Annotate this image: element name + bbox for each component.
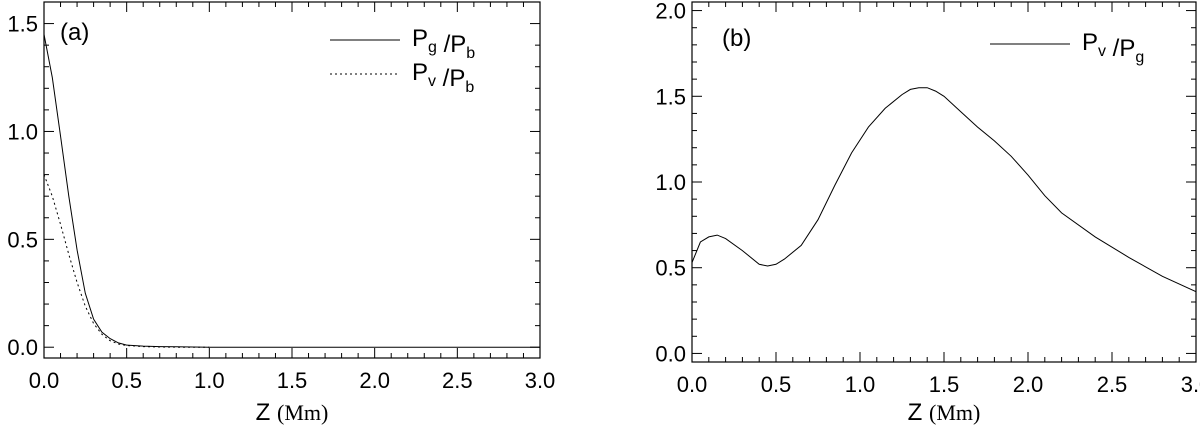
- x-tick-label: 1.5: [277, 368, 308, 393]
- x-tick-label: 0.0: [29, 368, 60, 393]
- y-tick-label: 1.5: [655, 84, 686, 109]
- series-line-0: [44, 34, 540, 348]
- y-tick-label: 0.5: [7, 227, 38, 252]
- x-tick-label: 3.0: [1181, 372, 1200, 397]
- x-tick-label: 1.5: [929, 372, 960, 397]
- x-tick-label: 2.5: [442, 368, 473, 393]
- x-axis-label-main: Z: [256, 399, 277, 426]
- y-tick-label: 1.5: [7, 12, 38, 37]
- y-tick-label: 1.0: [7, 119, 38, 144]
- series-line-1: [44, 174, 210, 348]
- legend-label-0: Pg /Pb: [412, 25, 475, 62]
- x-tick-label: 2.5: [1097, 372, 1128, 397]
- x-tick-label: 2.0: [1013, 372, 1044, 397]
- legend-label-0: Pv /Pg: [1082, 29, 1144, 66]
- y-tick-label: 2.0: [655, 0, 686, 24]
- x-tick-label: 2.0: [359, 368, 390, 393]
- panel-label: (a): [60, 19, 89, 46]
- x-tick-label: 0.5: [761, 372, 792, 397]
- x-tick-label: 0.0: [677, 372, 708, 397]
- y-tick-label: 1.0: [655, 170, 686, 195]
- x-tick-label: 3.0: [525, 368, 556, 393]
- x-axis-label-unit: (Mm): [277, 400, 328, 425]
- x-tick-label: 1.0: [845, 372, 876, 397]
- x-axis-label: Z (Mm): [908, 399, 981, 426]
- x-tick-label: 1.0: [194, 368, 225, 393]
- x-tick-label: 0.5: [111, 368, 142, 393]
- legend-label-1: Pv /Pb: [412, 59, 474, 96]
- y-tick-label: 0.0: [7, 335, 38, 360]
- panel-label: (b): [722, 25, 751, 52]
- x-axis-label: Z (Mm): [256, 399, 329, 426]
- x-axis-label-main: Z: [908, 399, 929, 426]
- panel-a: 0.0 0.5 1.0 1.5 2.0 2.5 3.00.00.51.01.5Z (Mm)(…: [7, 1, 556, 426]
- panel-b: 0.0 0.5 1.0 1.5 2.0 2.5 3.0 0.0 0.5 1.0 1.5 2.0 Z (M…: [655, 0, 1200, 426]
- y-tick-label: 0.0: [655, 341, 686, 366]
- y-tick-label: 0.5: [655, 256, 686, 281]
- x-axis-label-unit: (Mm): [929, 400, 980, 425]
- series-line-0: [692, 87, 1196, 293]
